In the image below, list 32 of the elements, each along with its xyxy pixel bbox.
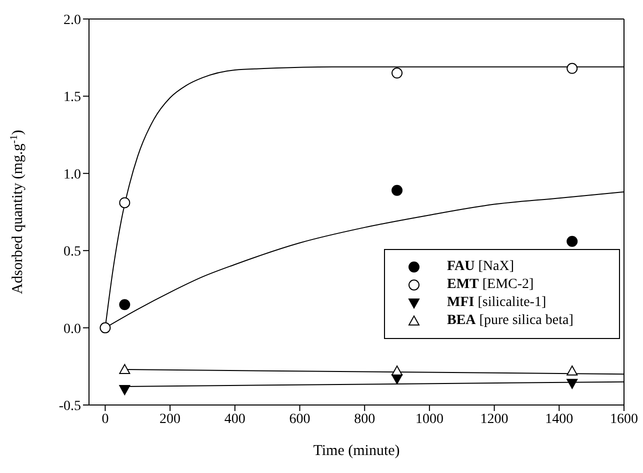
point — [566, 62, 578, 74]
x-tick-label: 1400 — [545, 412, 574, 427]
point — [100, 322, 111, 334]
x-axis-title: Time (minute) — [313, 443, 400, 459]
x-tick-label: 1200 — [480, 412, 508, 427]
legend-label: MFI [silicalite-1] — [447, 294, 546, 312]
y-tick-label: -0.5 — [58, 398, 81, 414]
legend-label: EMT [EMC-2] — [447, 276, 534, 294]
point — [566, 236, 578, 247]
point — [566, 366, 578, 376]
x-tick-label: 200 — [160, 412, 181, 427]
x-tick-label: 800 — [354, 412, 376, 427]
point — [566, 378, 578, 389]
point — [119, 299, 130, 310]
x-tick-label: 1000 — [415, 412, 444, 427]
y-tick-label: 0.5 — [64, 244, 81, 260]
x-tick-label: 0 — [102, 412, 109, 427]
point — [119, 197, 130, 208]
point — [119, 364, 130, 374]
y-tick-label: 0.0 — [64, 322, 81, 337]
y-tick-label: 1.5 — [64, 90, 81, 106]
point — [392, 366, 403, 376]
point — [119, 385, 130, 396]
x-tick-label: 1600 — [610, 412, 638, 427]
y-tick-label: 2.0 — [64, 12, 81, 28]
point — [392, 68, 403, 79]
legend-label: BEA [pure silica beta] — [447, 312, 574, 330]
x-tick-label: 400 — [224, 412, 246, 427]
x-tick-label: 600 — [289, 412, 310, 427]
y-tick-label: 1.0 — [64, 167, 81, 182]
legend-label: FAU [NaX] — [447, 258, 514, 276]
point — [392, 184, 403, 196]
